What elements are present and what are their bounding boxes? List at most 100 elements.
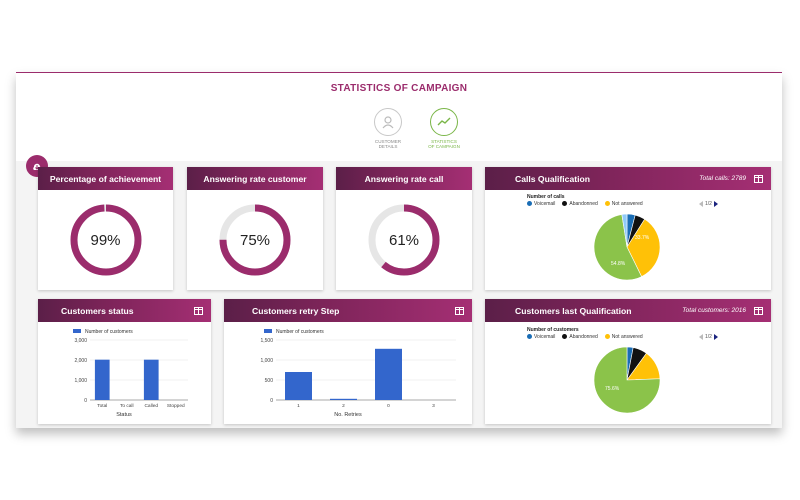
achievement-donut (70, 204, 141, 276)
card-achievement: Percentage of achievement 99% (38, 167, 173, 290)
legend-title: Number of customers (527, 327, 579, 333)
y-tick-label: 1,000 (74, 378, 87, 384)
y-tick-label: 1,500 (260, 338, 273, 344)
x-tick-label: 0 (387, 403, 390, 409)
trend-icon (430, 108, 458, 136)
card-title: Customers retry Step (252, 305, 340, 316)
y-tick-label: 0 (84, 398, 87, 404)
pie-slice (593, 214, 643, 281)
pie-slice (621, 213, 628, 248)
next-page-icon[interactable] (713, 201, 718, 207)
pie-slice (593, 346, 661, 414)
card-header: Customers last Qualification Total custo… (485, 299, 771, 322)
y-tick-label: 3,000 (74, 338, 87, 344)
table-icon[interactable] (194, 306, 203, 315)
card-header: Calls Qualification Total calls: 2789 (485, 167, 771, 190)
total-calls: Total calls: 2789 (699, 175, 746, 182)
calls-pie: 54.8% 33.7% (593, 213, 661, 281)
card-answering-call: Answering rate call 61% (336, 167, 472, 290)
y-tick-label: 0 (270, 398, 273, 404)
dashboard-frame: STATISTICS OF CAMPAIGN CUSTOMER DETAILS S… (16, 72, 782, 428)
card-retry-step: Customers retry Step Number of customers… (224, 299, 472, 424)
total-customers: Total customers: 2016 (682, 307, 746, 314)
legend-title: Number of calls (527, 194, 565, 200)
bar (375, 348, 402, 400)
legend-label: Number of customers (85, 329, 133, 335)
card-calls-qualification: Calls Qualification Total calls: 2789 Nu… (485, 167, 771, 290)
slice-label: 54.8% (611, 261, 626, 267)
x-tick-label: 3 (432, 403, 435, 409)
step-customer-details[interactable]: CUSTOMER DETAILS (358, 108, 418, 150)
user-icon (374, 108, 402, 136)
x-tick-label: Stopped (167, 403, 185, 409)
card-last-qualification: Customers last Qualification Total custo… (485, 299, 771, 424)
answering-customer-value: 75% (239, 231, 271, 249)
step-statistics[interactable]: STATISTICS OF CAMPAIGN (414, 108, 474, 150)
table-icon[interactable] (754, 174, 763, 183)
step-label: CUSTOMER (374, 139, 402, 144)
card-header: Answering rate call (336, 167, 472, 190)
slice-label: 75.6% (605, 386, 620, 392)
card-header: Customers status (38, 299, 211, 322)
card-header: Percentage of achievement (38, 167, 173, 190)
legend-item: Abandonned (569, 201, 598, 207)
card-title: Customers last Qualification (515, 305, 632, 316)
legend-pager[interactable]: 1/2 (699, 201, 718, 207)
header-bar: STATISTICS OF CAMPAIGN CUSTOMER DETAILS S… (16, 73, 782, 161)
x-tick-label: 1 (297, 403, 300, 409)
retry-step-chart: Number of customers No. Retries 0 500 1,00… (260, 329, 456, 418)
answering-customer-donut (219, 204, 291, 276)
card-title: Answering rate customer (203, 173, 307, 184)
next-page-icon[interactable] (713, 334, 718, 340)
legend-item: Voicemail (534, 201, 556, 207)
table-icon[interactable] (754, 306, 763, 315)
card-answering-customer: Answering rate customer 75% (187, 167, 323, 290)
achievement-value: 99% (90, 231, 121, 249)
card-title: Calls Qualification (515, 173, 590, 184)
bar (285, 372, 312, 400)
answering-call-value: 61% (388, 231, 420, 249)
x-tick-label: Total (97, 403, 107, 409)
bar (94, 359, 110, 400)
legend-item: Not answered (611, 201, 643, 207)
x-axis-label: No. Retries (334, 412, 362, 418)
x-tick-label: To call (120, 403, 134, 409)
legend-item: Not answered (611, 334, 643, 340)
table-icon[interactable] (455, 306, 464, 315)
step-label: OF CAMPAIGN (428, 144, 460, 150)
customers-status-chart: Number of customers Status 0 1,000 2,000 3,… (73, 329, 188, 418)
bar (330, 398, 357, 400)
x-tick-label: 2 (342, 403, 345, 409)
prev-page-icon[interactable] (699, 201, 703, 207)
card-title: Answering rate call (364, 173, 444, 184)
pager-label: 1/2 (705, 201, 712, 207)
slice-label: 33.7% (635, 235, 650, 241)
y-tick-label: 2,000 (74, 358, 87, 364)
card-header: Answering rate customer (187, 167, 323, 190)
pager-label: 1/2 (705, 334, 712, 340)
step-label: STATISTICS (431, 139, 457, 144)
card-title: Percentage of achievement (49, 173, 162, 184)
card-customers-status: Customers status Number of customers Sta… (38, 299, 211, 424)
answering-call-donut (368, 204, 440, 276)
last-qualification-pie: 75.6% (593, 346, 661, 414)
legend-label: Number of customers (276, 329, 324, 335)
x-axis-label: Status (116, 412, 132, 418)
card-title: Customers status (61, 305, 134, 316)
page-title: STATISTICS OF CAMPAIGN (330, 83, 468, 94)
bar (143, 359, 159, 400)
legend: Voicemail Abandonned Not answered (527, 201, 643, 207)
prev-page-icon[interactable] (699, 334, 703, 340)
legend: Voicemail Abandonned Not answered (527, 334, 643, 340)
legend-item: Voicemail (534, 334, 556, 340)
step-label: DETAILS (378, 144, 398, 150)
card-header: Customers retry Step (224, 299, 472, 322)
y-tick-label: 500 (265, 378, 274, 384)
legend-swatch (73, 329, 81, 333)
x-tick-label: Called (144, 403, 158, 409)
legend-swatch (264, 329, 272, 333)
y-tick-label: 1,000 (260, 358, 273, 364)
legend-pager[interactable]: 1/2 (699, 334, 718, 340)
legend-item: Abandonned (569, 334, 598, 340)
pie-slice (626, 218, 661, 277)
